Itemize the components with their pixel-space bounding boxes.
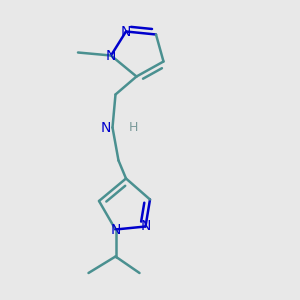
Text: N: N <box>100 121 111 134</box>
Text: N: N <box>140 220 151 233</box>
Text: N: N <box>121 25 131 38</box>
Text: H: H <box>129 121 138 134</box>
Text: N: N <box>110 223 121 236</box>
Text: N: N <box>106 49 116 62</box>
